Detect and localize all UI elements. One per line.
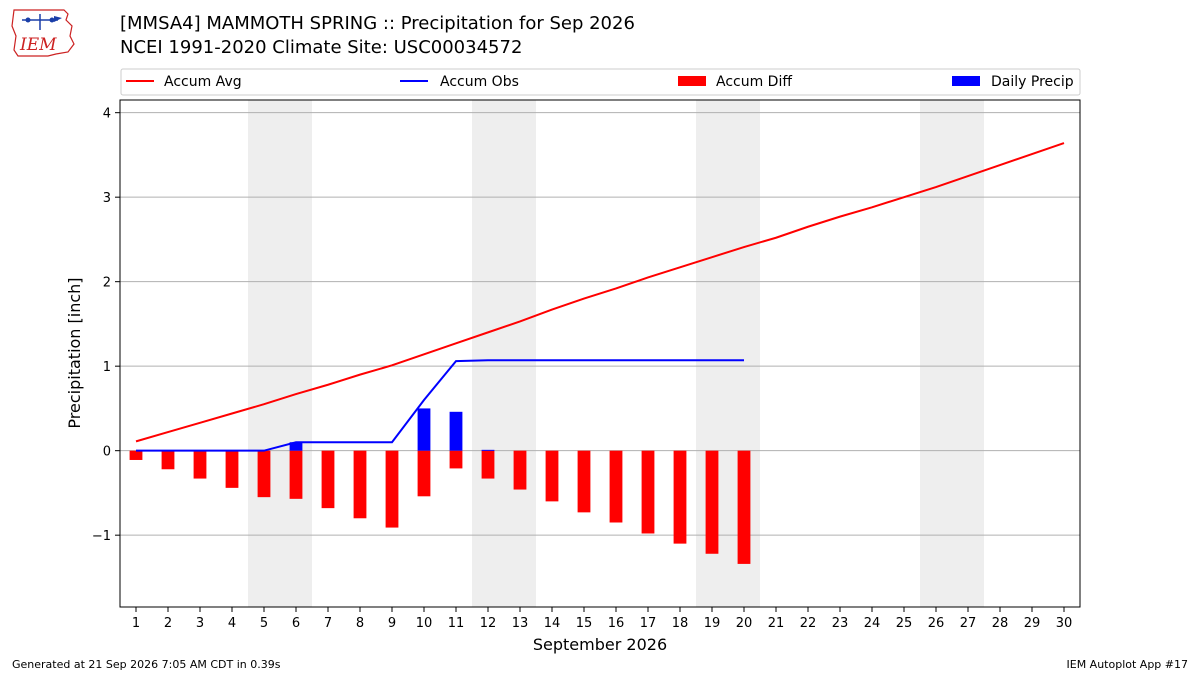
- accum-diff-bar: [513, 450, 527, 490]
- daily-precip-bar: [289, 442, 303, 451]
- legend: Accum Avg Accum Obs Accum Diff Daily Pre…: [120, 68, 1081, 96]
- chart-title: [MMSA4] MAMMOTH SPRING :: Precipitation …: [120, 13, 635, 34]
- accum-diff-bar: [193, 450, 207, 479]
- x-tick-label: 17: [640, 616, 657, 631]
- accum-diff-bar: [225, 450, 239, 488]
- x-tick-label: 24: [864, 616, 881, 631]
- x-tick-label: 12: [480, 616, 497, 631]
- x-tick-label: 13: [512, 616, 529, 631]
- accum-diff-bar: [417, 450, 431, 497]
- accum-avg-line: [135, 142, 1065, 443]
- x-tick-label: 15: [576, 616, 593, 631]
- x-tick-label: 10: [416, 616, 433, 631]
- series-lines: [135, 142, 1065, 452]
- weekend-shading: [248, 100, 984, 607]
- x-tick-label: 6: [292, 616, 300, 631]
- accum-diff-bar: [257, 450, 271, 498]
- iem-logo: IEM: [8, 6, 80, 58]
- logo-text: IEM: [19, 35, 57, 55]
- x-axis-label: September 2026: [533, 635, 667, 654]
- accum-diff-bar: [129, 450, 143, 460]
- y-tick-label: 3: [103, 191, 111, 206]
- x-tick-label: 21: [768, 616, 785, 631]
- y-tick-label: 0: [103, 445, 111, 460]
- accum-diff-bar: [385, 450, 399, 528]
- x-tick-label: 5: [260, 616, 268, 631]
- daily-precip-bar: [449, 411, 463, 451]
- accum-diff-bar: [289, 450, 303, 499]
- legend-label-accum-obs: Accum Obs: [440, 74, 519, 90]
- x-tick-label: 28: [992, 616, 1009, 631]
- grid-lines: [120, 112, 1080, 536]
- x-tick-label: 23: [832, 616, 849, 631]
- daily-precip-bar: [481, 449, 495, 451]
- x-tick-label: 2: [164, 616, 172, 631]
- legend-swatch-accum-diff: [678, 76, 706, 86]
- accum-diff-bar: [321, 450, 335, 509]
- footer-app: IEM Autoplot App #17: [1066, 658, 1189, 671]
- x-tick-label: 29: [1024, 616, 1041, 631]
- accum-diff-bar: [737, 450, 751, 564]
- accum-diff-bar: [161, 450, 175, 470]
- legend-swatch-daily-precip: [952, 76, 980, 86]
- y-axis-label: Precipitation [inch]: [65, 277, 84, 428]
- footer-generated: Generated at 21 Sep 2026 7:05 AM CDT in …: [12, 658, 281, 671]
- accum-diff-bar: [545, 450, 559, 502]
- accum-diff-bar: [481, 450, 495, 479]
- weekend-band: [472, 100, 536, 607]
- legend-label-accum-diff: Accum Diff: [716, 74, 792, 90]
- weekend-band: [248, 100, 312, 607]
- accum-diff-bar: [705, 450, 719, 554]
- x-axis: 1 2 3 4 5 6 7 8 9 10 11 12 13 14 15 16 17 18 19 20 21 22 23 24 2…: [132, 607, 1072, 631]
- y-tick-label: 2: [103, 276, 111, 291]
- x-tick-label: 25: [896, 616, 913, 631]
- accum-diff-bar: [449, 450, 463, 469]
- x-tick-label: 4: [228, 616, 236, 631]
- x-tick-label: 20: [736, 616, 753, 631]
- x-tick-label: 26: [928, 616, 945, 631]
- x-tick-label: 7: [324, 616, 332, 631]
- x-tick-label: 3: [196, 616, 204, 631]
- y-axis: −1 0 1 2 3 4: [92, 107, 120, 544]
- y-tick-label: 1: [103, 360, 111, 375]
- x-tick-label: 19: [704, 616, 721, 631]
- x-tick-label: 30: [1056, 616, 1073, 631]
- accum-diff-bar: [577, 450, 591, 513]
- legend-label-accum-avg: Accum Avg: [164, 74, 242, 90]
- plot-frame: [119, 99, 1081, 608]
- accum-obs-line: [136, 359, 744, 452]
- y-tick-label: −1: [92, 529, 111, 544]
- x-tick-label: 22: [800, 616, 817, 631]
- weekend-band: [920, 100, 984, 607]
- accum-diff-bar: [641, 450, 655, 534]
- y-tick-label: 4: [103, 107, 111, 122]
- accum-diff-bar: [673, 450, 687, 544]
- x-tick-label: 18: [672, 616, 689, 631]
- x-tick-label: 16: [608, 616, 625, 631]
- legend-label-daily-precip: Daily Precip: [991, 74, 1074, 90]
- x-tick-label: 11: [448, 616, 465, 631]
- accum-diff-bar: [353, 450, 367, 519]
- bars: [129, 408, 751, 564]
- x-tick-label: 9: [388, 616, 396, 631]
- accum-diff-bar: [609, 450, 623, 523]
- x-tick-label: 14: [544, 616, 561, 631]
- x-tick-label: 1: [132, 616, 140, 631]
- daily-precip-bar: [417, 408, 431, 451]
- x-tick-label: 27: [960, 616, 977, 631]
- chart-subtitle: NCEI 1991-2020 Climate Site: USC00034572: [120, 37, 523, 58]
- x-tick-label: 8: [356, 616, 364, 631]
